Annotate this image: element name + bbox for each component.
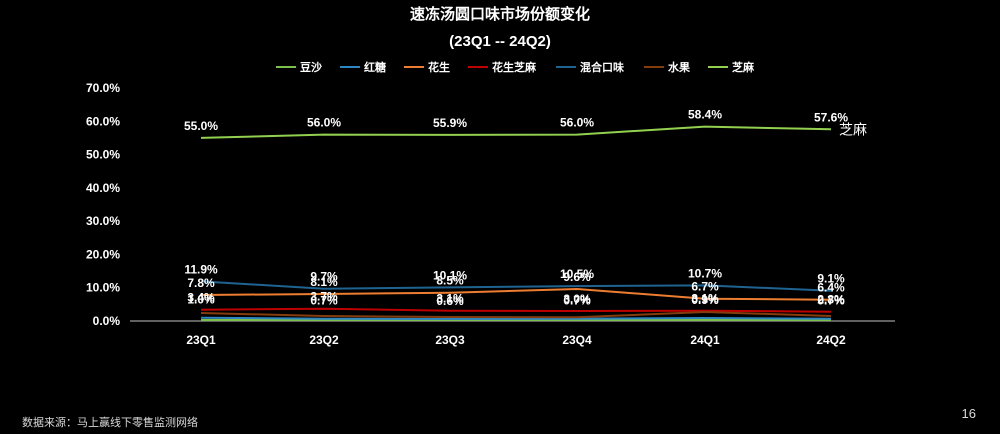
data-label: 55.0% [184,119,218,133]
data-source-note: 数据来源：马上赢线下零售监测网络 [22,417,198,429]
y-tick-label: 0.0% [93,314,121,328]
legend-label: 混合口味 [580,60,624,74]
data-label: 56.0% [307,116,341,130]
data-label: 0.9% [691,293,719,307]
y-tick-label: 50.0% [86,148,120,162]
series-line [200,125,832,139]
y-tick-label: 70.0% [86,81,120,95]
data-label: 57.6% [814,110,848,124]
x-tick-label: 23Q3 [435,333,465,347]
data-label: 7.8% [187,276,215,290]
data-label: 10.7% [688,266,722,280]
x-tick-label: 23Q2 [309,333,339,347]
data-label: 0.6% [436,294,464,308]
y-tick-label: 40.0% [86,181,120,195]
data-label: 2.8% [817,293,845,307]
data-label: 10.1% [433,268,467,282]
data-label: 58.4% [688,108,722,122]
data-label: 6.7% [691,280,719,294]
data-label: 56.0% [560,116,594,130]
data-label: 0.7% [310,294,338,308]
data-label: 55.9% [433,116,467,130]
series-line [200,307,832,313]
data-label: 10.5% [560,267,594,281]
page-number: 16 [961,406,976,421]
data-label: 0.7% [563,294,591,308]
chart-title-block: 速冻汤圆口味市场份额变化 (23Q1 -- 24Q2) [0,4,1000,54]
data-label: 3.1% [691,292,719,306]
series-line [200,280,832,292]
legend-label: 红糖 [364,60,386,74]
data-label: 9.1% [817,272,845,286]
x-tick-label: 24Q2 [816,333,846,347]
y-tick-label: 20.0% [86,247,120,261]
data-label: 3.7% [310,290,338,304]
data-label: 9.7% [310,270,338,284]
data-label: 0.7% [817,294,845,308]
chart-title: 速冻汤圆口味市场份额变化 [409,6,590,23]
data-label: 6.4% [817,281,845,295]
data-label: 9.6% [563,270,591,284]
x-tick-label: 23Q4 [562,333,592,347]
data-label: 3.4% [187,291,215,305]
legend-label: 水果 [668,60,690,74]
y-tick-label: 60.0% [86,114,120,128]
series-line [200,310,832,319]
legend-label: 花生芝麻 [492,60,537,74]
y-tick-label: 10.0% [86,281,120,295]
x-tick-label: 24Q1 [690,333,720,347]
data-label: 3.1% [436,292,464,306]
series-end-label: 芝麻 [839,121,867,137]
chart-subtitle: (23Q1 -- 24Q2) [449,33,551,50]
series-line [200,316,832,321]
legend-label: 花生 [428,60,450,74]
series-line [200,287,832,301]
y-tick-label: 30.0% [86,214,120,228]
data-label: 8.1% [310,275,338,289]
legend-label: 芝麻 [732,60,755,74]
data-label: 1.0% [187,293,215,307]
data-label: 11.9% [184,262,218,276]
x-tick-label: 23Q1 [186,333,216,347]
data-label: 3.0% [563,292,591,306]
legend-label: 豆沙 [300,61,322,74]
data-label: 8.5% [436,274,464,288]
